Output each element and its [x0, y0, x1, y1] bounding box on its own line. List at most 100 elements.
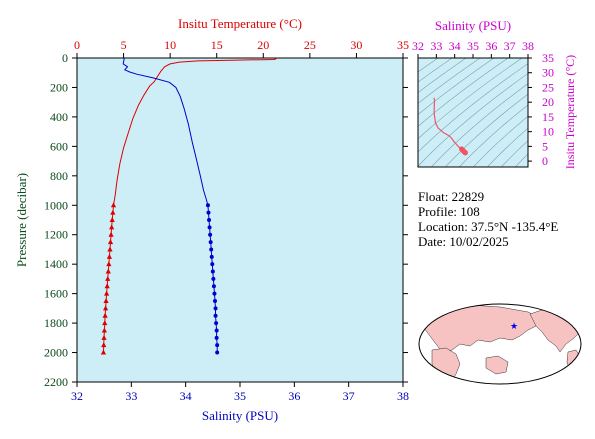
profile-date: Date: 10/02/2025: [418, 234, 509, 249]
ts-salinity-tick-label: 32: [412, 39, 424, 53]
map-greenland: [573, 305, 581, 319]
salinity-point-marker: [214, 328, 219, 333]
salinity-point-marker: [209, 254, 214, 259]
pressure-axis-title: Pressure (decibar): [14, 173, 29, 267]
salinity-point-marker: [215, 350, 220, 355]
density-contour-line: [418, 58, 523, 140]
temperature-tick-label: 35: [397, 38, 409, 52]
temperature-point-marker: [101, 342, 107, 348]
density-contour-line: [418, 58, 495, 116]
density-contour-line: [418, 63, 528, 153]
salinity-point-marker: [214, 321, 219, 326]
salinity-point-marker: [208, 232, 213, 237]
profile-plot: Insitu Temperature (°C) Salinity (PSU) P…: [14, 16, 409, 423]
density-contour-line: [458, 104, 528, 167]
salinity-point-marker: [205, 203, 210, 208]
ts-salinity-axis-title: Salinity (PSU): [435, 18, 511, 33]
map-eurasia: [419, 304, 541, 353]
salinity-axis-title: Salinity (PSU): [202, 408, 278, 423]
ts-series: [433, 97, 468, 156]
pressure-tick-label: 1200: [44, 228, 68, 242]
map-antarctica: [429, 383, 571, 384]
pressure-tick-label: 1800: [44, 316, 68, 330]
map-africa: [431, 347, 461, 384]
salinity-tick-label: 34: [180, 389, 192, 403]
temperature-point-marker: [106, 253, 113, 259]
temperature-point-marker: [105, 268, 111, 274]
temperature-axis-title: Insitu Temperature (°C): [178, 16, 302, 31]
ts-salinity-tick-label: 36: [485, 39, 497, 53]
ts-temperature-tick-label: 20: [542, 95, 554, 109]
pressure-tick-label: 0: [62, 51, 68, 65]
float-position-marker: ★: [510, 322, 518, 332]
float-info: Float: 22829 Profile: 108 Location: 37.5…: [418, 189, 558, 249]
salinity-tick-label: 35: [234, 389, 246, 403]
temperature-point-marker: [104, 290, 110, 296]
salinity-point-marker: [208, 240, 213, 245]
float-id: Float: 22829: [418, 189, 484, 204]
pressure-tick-label: 600: [50, 139, 68, 153]
pressure-tick-label: 2000: [44, 346, 68, 360]
temperature-point-marker: [103, 298, 109, 303]
temperature-tick-label: 0: [74, 38, 80, 52]
profile-number: Profile: 108: [418, 204, 480, 219]
salinity-point-marker: [209, 247, 214, 252]
temperature-point-marker: [109, 217, 115, 222]
density-contour-line: [418, 58, 509, 127]
pressure-tick-label: 200: [50, 80, 68, 94]
density-contour-line: [522, 38, 595, 175]
profile-axis-ticks: 0 5 10 15 20 25 30 35 32 33 34 35 36 37 38 0 200 400 600 80…: [44, 38, 409, 403]
temperature-tick-label: 20: [257, 38, 269, 52]
profile-series: [100, 57, 278, 355]
salinity-point-marker: [207, 225, 212, 230]
temperature-tick-label: 5: [121, 38, 127, 52]
temperature-point-marker: [101, 334, 107, 340]
ts-temperature-tick-label: 0: [542, 154, 548, 168]
ts-temperature-tick-label: 30: [542, 66, 554, 80]
density-contour-line: [444, 93, 528, 167]
salinity-point-marker: [210, 269, 215, 274]
density-contour-line: [578, 38, 595, 175]
temperature-point-marker: [102, 305, 109, 311]
salinity-point-marker: [212, 291, 217, 296]
pressure-tick-label: 1600: [44, 287, 68, 301]
salinity-point-marker: [210, 262, 215, 267]
temperature-point-marker: [102, 320, 108, 326]
temperature-point-marker: [110, 209, 116, 215]
ts-temperature-tick-label: 5: [542, 139, 548, 153]
temperature-point-marker: [105, 275, 111, 281]
temperature-point-marker: [104, 283, 110, 289]
temperature-point-marker: [109, 224, 115, 230]
ts-temperature-tick-label: 15: [542, 110, 554, 124]
map-outline: [418, 303, 582, 385]
map-australia: [485, 355, 509, 375]
temperature-tick-label: 10: [164, 38, 176, 52]
temperature-point-marker: [110, 202, 117, 208]
ts-diagram: Salinity (PSU) Insitu Temperature (°C) 3…: [412, 18, 595, 175]
density-contour-line: [418, 73, 528, 167]
salinity-point-marker: [211, 284, 216, 289]
ts-temperature-axis-title: Insitu Temperature (°C): [563, 55, 577, 169]
salinity-point-marker: [207, 218, 212, 222]
salinity-tick-label: 32: [71, 389, 83, 403]
temperature-point-marker: [107, 246, 113, 252]
salinity-point-marker: [213, 299, 218, 303]
pressure-tick-label: 2200: [44, 375, 68, 389]
salinity-point-marker: [215, 343, 220, 348]
ts-salinity-tick-label: 33: [430, 39, 442, 53]
density-contour-line: [430, 83, 528, 167]
ts-salinity-tick-label: 34: [449, 39, 461, 53]
density-contours: [418, 38, 595, 175]
salinity-tick-label: 33: [125, 389, 137, 403]
pressure-tick-label: 800: [50, 169, 68, 183]
salinity-tick-label: 37: [343, 389, 355, 403]
temperature-point-marker: [107, 239, 114, 245]
temperature-profile-line: [103, 57, 278, 353]
density-contour-line: [514, 153, 528, 167]
salinity-point-marker: [214, 335, 219, 340]
ts-temperature-tick-label: 25: [542, 80, 554, 94]
salinity-point-marker: [206, 210, 211, 215]
temperature-tick-label: 25: [304, 38, 316, 52]
map-south-america: [566, 349, 581, 383]
ts-plot-area: [418, 58, 528, 167]
